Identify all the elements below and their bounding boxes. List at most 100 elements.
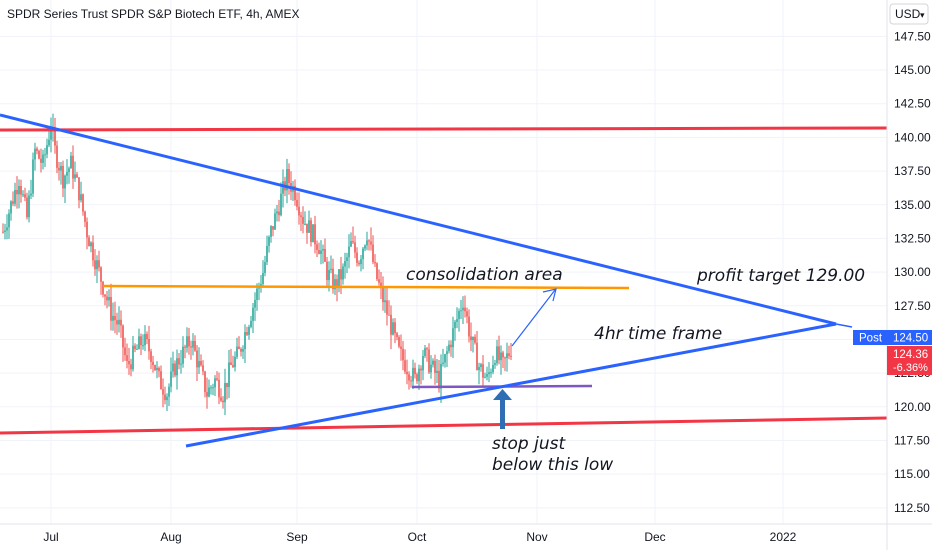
candle-body: [430, 364, 432, 373]
currency-selector[interactable]: USD ▾: [889, 3, 929, 25]
post-tag-label: Post: [859, 333, 883, 345]
candle-body: [188, 336, 190, 347]
candle-body: [418, 368, 420, 382]
candle-body: [122, 325, 124, 348]
candle-body: [502, 352, 504, 358]
candle-body: [296, 200, 298, 207]
annotations: consolidation area profit target 129.00 4h…: [406, 265, 865, 475]
price-tick-label: 127.50: [894, 299, 931, 313]
candle-body: [64, 175, 66, 189]
candle-body: [218, 379, 220, 398]
target-arrow-shaft: [511, 289, 556, 347]
annotation-text: profit target 129.00: [696, 266, 865, 286]
candle-body: [332, 268, 334, 290]
candle-body: [354, 242, 356, 253]
candle-body: [382, 286, 384, 303]
candle-body: [426, 348, 428, 350]
candle-body: [170, 371, 172, 387]
candle-body: [358, 262, 360, 265]
candle-body: [24, 194, 26, 198]
candle-body: [234, 356, 236, 368]
candle-body: [230, 362, 232, 365]
candle-body: [236, 346, 238, 357]
candle-body: [338, 269, 340, 288]
candle-body: [348, 246, 350, 258]
candle-body: [76, 174, 78, 178]
candle-body: [126, 355, 128, 361]
candle-body: [330, 268, 332, 270]
candle-body: [132, 345, 134, 370]
candle-body: [180, 363, 182, 365]
candle-body: [172, 363, 174, 372]
candle-body: [344, 260, 346, 267]
post-price-tag[interactable]: Post 124.50: [853, 330, 932, 345]
candle-body: [494, 363, 496, 365]
drawings: [0, 113, 888, 448]
candle-body: [276, 211, 278, 214]
candle-body: [356, 252, 358, 263]
candle-body: [312, 224, 314, 243]
candle-body: [410, 380, 412, 382]
time-tick-label: Aug: [160, 530, 181, 544]
candle-body: [32, 159, 34, 194]
candle-body: [192, 340, 194, 348]
candle-body: [214, 378, 216, 388]
candle-body: [366, 240, 368, 246]
candle-body: [400, 346, 402, 349]
candle-body: [2, 231, 4, 233]
candle-body: [260, 284, 262, 287]
candle-body: [462, 307, 464, 311]
candle-body: [92, 242, 94, 261]
candle-body: [136, 348, 138, 350]
price-tick-label: 140.00: [894, 130, 931, 144]
candle-body: [150, 351, 152, 362]
currency-box: [889, 3, 929, 25]
candle-body: [466, 311, 468, 317]
candle-body: [208, 387, 210, 397]
candle-body: [302, 216, 304, 224]
price-tick-label: 142.50: [894, 97, 931, 111]
candle-body: [278, 211, 280, 216]
last-price-tag[interactable]: 124.36 -6.36%: [887, 346, 932, 375]
candle-body: [422, 356, 424, 371]
candle-body: [306, 223, 308, 233]
candle-body: [242, 349, 244, 352]
candle-body: [504, 357, 506, 359]
candle-body: [408, 374, 410, 381]
candle-body: [420, 368, 422, 371]
candle-body: [436, 370, 438, 373]
candle-body: [250, 320, 252, 327]
price-axis[interactable]: 147.50 145.00 142.50 140.00 137.50 135.00 132.…: [894, 29, 931, 514]
candle-body: [224, 382, 226, 403]
candle-body: [314, 224, 316, 245]
candle-body: [102, 281, 104, 295]
candle-body: [334, 279, 336, 290]
candle-body: [206, 392, 208, 397]
candle-body: [414, 367, 416, 375]
candle-body: [324, 248, 326, 262]
candle-body: [134, 345, 136, 350]
candle-body: [486, 374, 488, 377]
candle-body: [190, 346, 192, 348]
candle-body: [238, 346, 240, 350]
candle-body: [120, 319, 122, 326]
candle-body: [470, 336, 472, 341]
price-tick-label: 132.50: [894, 231, 931, 245]
candle-body: [96, 260, 98, 270]
candle-body: [264, 262, 266, 273]
post-tag-value: 124.50: [893, 333, 928, 345]
time-axis[interactable]: Jul Aug Sep Oct Nov Dec 2022: [43, 530, 796, 544]
candle-body: [374, 261, 376, 264]
candle-body: [176, 358, 178, 376]
candle-body: [270, 226, 272, 237]
candle-body: [44, 154, 46, 156]
last-price-background: [887, 346, 932, 375]
candle-body: [62, 165, 64, 189]
candle-body: [80, 194, 82, 201]
candle-body: [304, 223, 306, 225]
candle-body: [464, 307, 466, 312]
candle-body: [492, 364, 494, 373]
candle-body: [448, 344, 450, 352]
candle-body: [48, 139, 50, 146]
